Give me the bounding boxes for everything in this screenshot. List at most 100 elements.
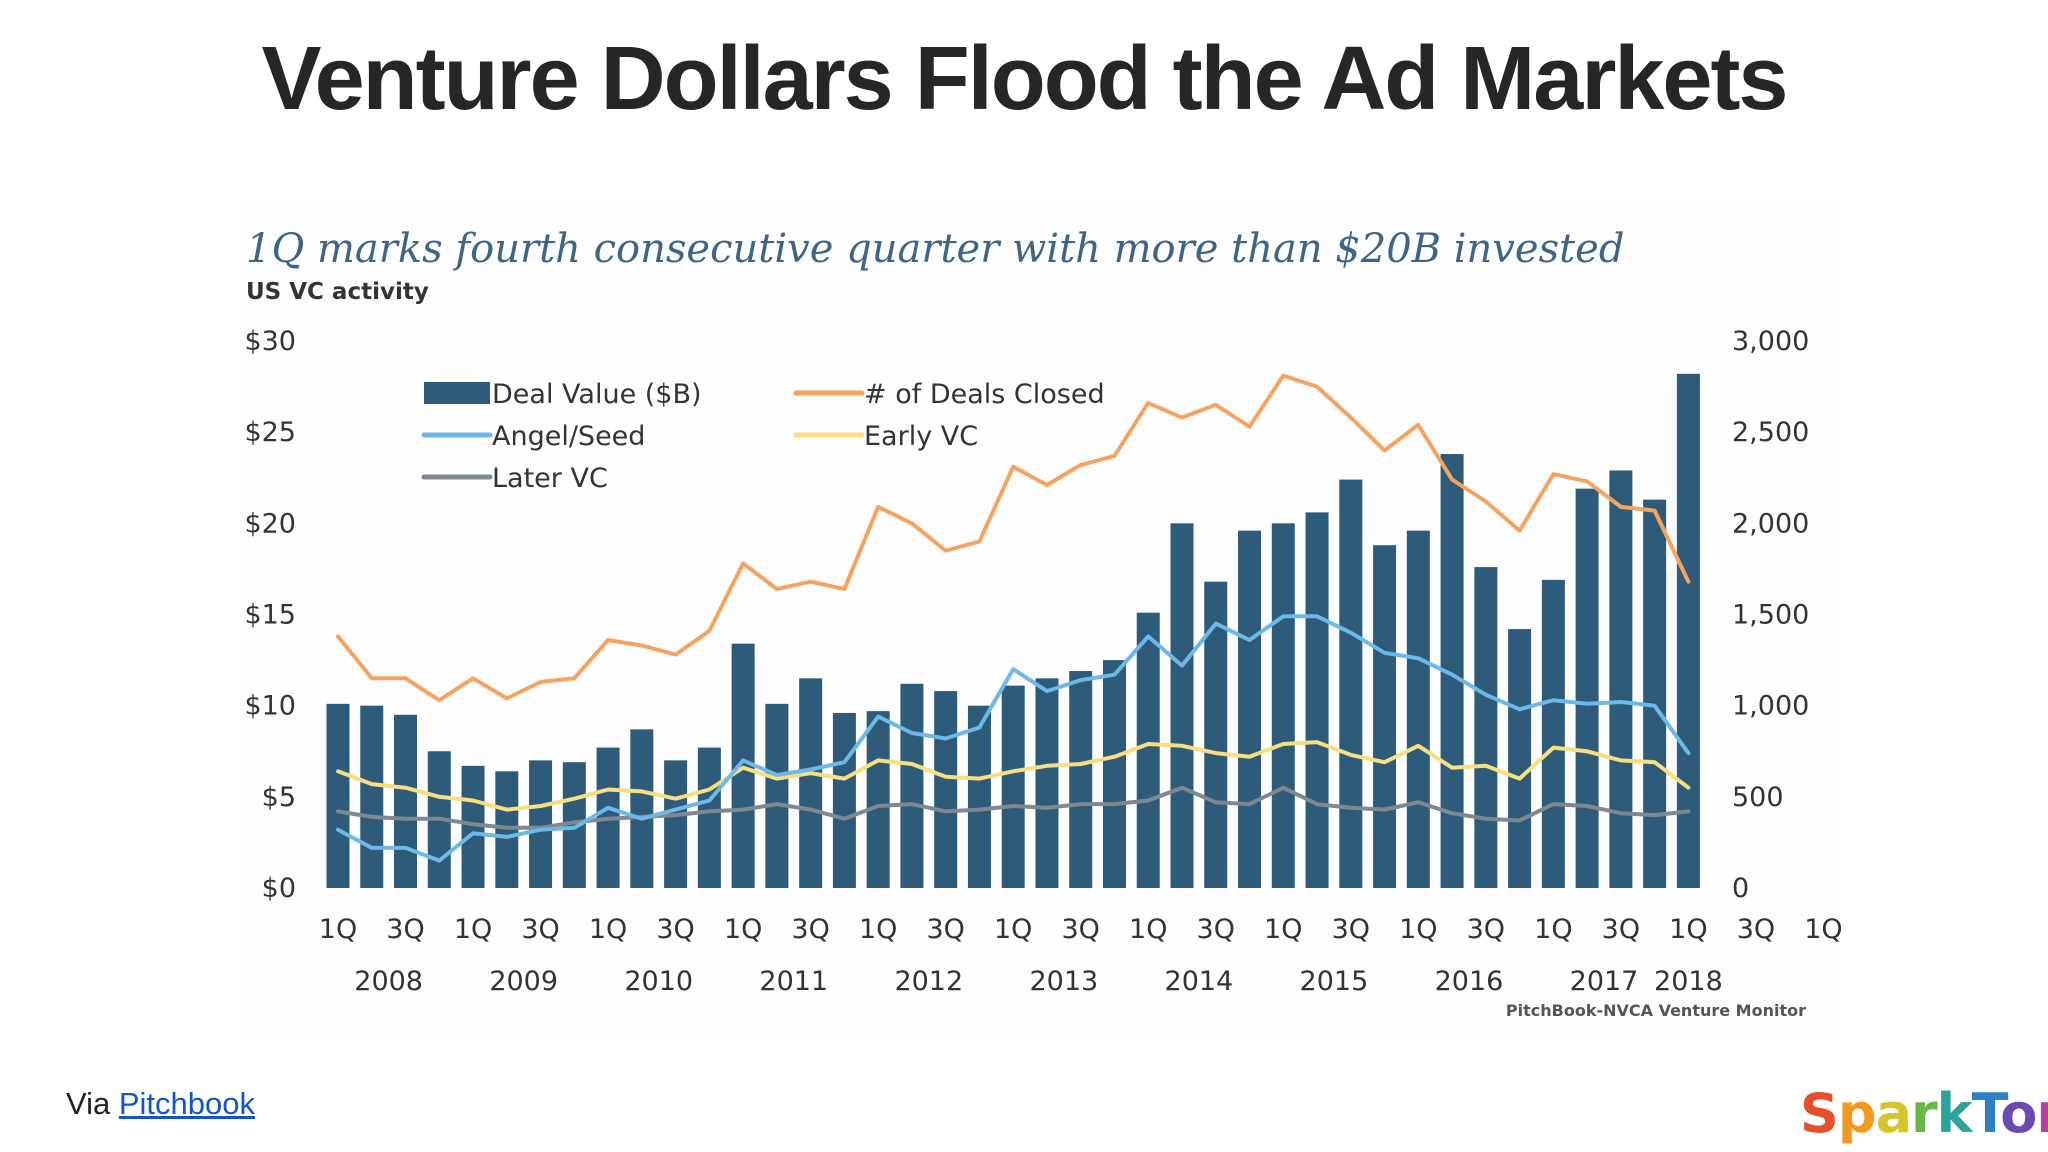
right-tick-label: 2,500 — [1732, 417, 1809, 448]
quarter-tick-label: 1Q — [994, 914, 1032, 945]
legend-label-angel-seed: Angel/Seed — [492, 421, 645, 452]
brand-letter: o — [2000, 1082, 2037, 1145]
quarter-tick-label: 1Q — [1669, 914, 1707, 945]
left-tick-label: $20 — [244, 508, 296, 539]
right-tick-label: 0 — [1732, 873, 1749, 904]
deal-value-bar — [1001, 685, 1025, 888]
quarter-axis-ticks: 1Q 3Q 1Q 3Q 1Q 3Q 1Q 3Q 1Q 3Q 1Q 3Q 1Q 3Q 1Q 3Q 1Q 3Q 1Q 3Q… — [319, 914, 1843, 945]
deal-value-bar — [1136, 612, 1160, 888]
series-lines — [336, 373, 1691, 863]
right-axis-ticks: 0 500 1,000 1,500 2,000 2,500 3,000 — [1732, 326, 1809, 904]
quarter-tick-label: 3Q — [1602, 914, 1640, 945]
legend-swatch-deal-value-b — [424, 382, 490, 404]
year-tick-label: 2018 — [1654, 966, 1723, 997]
deal-value-bar — [1339, 479, 1363, 888]
legend-label-early-vc: Early VC — [864, 421, 978, 452]
of-deals-closed-line — [336, 373, 1691, 703]
deal-value-bar — [1474, 567, 1498, 888]
deal-value-bar — [866, 711, 890, 888]
deal-value-bar — [832, 712, 856, 888]
deal-value-bar — [1575, 488, 1599, 888]
deal-value-bar — [630, 729, 654, 888]
legend-label-deal-value-b: Deal Value ($B) — [492, 379, 702, 410]
deal-value-bar — [529, 760, 553, 888]
year-tick-label: 2009 — [489, 966, 558, 997]
angel-seed-line — [336, 614, 1691, 863]
year-tick-label: 2016 — [1435, 966, 1504, 997]
year-tick-label: 2008 — [354, 966, 423, 997]
brand-letter: r — [2036, 1082, 2048, 1145]
quarter-tick-label: 1Q — [724, 914, 762, 945]
deal-value-bar — [1676, 373, 1700, 888]
deal-value-bar — [1238, 530, 1262, 888]
quarter-tick-label: 1Q — [589, 914, 627, 945]
brand-letter: r — [1911, 1082, 1938, 1145]
quarter-tick-label: 1Q — [1804, 914, 1842, 945]
left-tick-label: $15 — [244, 600, 296, 631]
deal-value-bar — [1609, 470, 1633, 888]
deal-value-bar — [1069, 671, 1093, 888]
deal-value-bar — [934, 691, 958, 888]
quarter-tick-label: 1Q — [319, 914, 357, 945]
deal-value-bar — [1406, 530, 1430, 888]
brand-letter: S — [1800, 1082, 1839, 1145]
quarter-tick-label: 1Q — [1129, 914, 1167, 945]
quarter-tick-label: 3Q — [926, 914, 964, 945]
pitchbook-link[interactable]: Pitchbook — [118, 1086, 255, 1121]
chart-legend: Deal Value ($B) # of Deals Closed Angel/Se… — [421, 379, 1105, 494]
deal-value-bar — [967, 705, 991, 888]
deal-value-bar — [1204, 581, 1228, 888]
left-tick-label: $30 — [244, 326, 296, 357]
quarter-tick-label: 3Q — [1467, 914, 1505, 945]
deal-value-bar — [1440, 454, 1464, 888]
deal-value-bar — [1035, 678, 1059, 888]
left-tick-label: $10 — [244, 691, 296, 722]
right-tick-label: 1,000 — [1732, 691, 1809, 722]
quarter-tick-label: 3Q — [1332, 914, 1370, 945]
deal-value-bar — [360, 705, 384, 888]
deal-value-bar — [1643, 499, 1667, 888]
brand-letter: T — [1971, 1082, 2002, 1145]
deal-value-bar — [461, 765, 485, 888]
deal-value-bar — [1508, 629, 1532, 888]
brand-letter: p — [1837, 1082, 1877, 1145]
deal-value-bar — [799, 678, 823, 888]
chart-title: 1Q marks fourth consecutive quarter with… — [246, 226, 1624, 272]
year-tick-label: 2012 — [894, 966, 963, 997]
early-vc-line — [336, 740, 1691, 812]
slide-title: Venture Dollars Flood the Ad Markets — [261, 29, 1789, 129]
deal-value-bar — [900, 683, 924, 888]
quarter-tick-label: 1Q — [1399, 914, 1437, 945]
quarter-tick-label: 1Q — [1264, 914, 1302, 945]
deal-value-bar — [1271, 523, 1295, 888]
brand-letter: a — [1875, 1082, 1912, 1145]
left-axis-ticks: $0 $5 $10 $15 $20 $25 $30 — [244, 326, 296, 904]
quarter-tick-label: 3Q — [1737, 914, 1775, 945]
chart-subtitle: US VC activity — [246, 279, 429, 305]
legend-label-later-vc: Later VC — [492, 463, 608, 494]
deal-value-bar — [1305, 512, 1329, 888]
quarter-tick-label: 1Q — [859, 914, 897, 945]
year-axis-ticks: 2008 2009 2010 2011 2012 2013 2014 2015 2016 2017… — [354, 966, 1722, 997]
deal-value-bar — [394, 714, 418, 888]
quarter-tick-label: 3Q — [1197, 914, 1235, 945]
right-tick-label: 1,500 — [1732, 600, 1809, 631]
later-vc-line — [336, 785, 1691, 830]
quarter-tick-label: 3Q — [1062, 914, 1100, 945]
legend-label-of-deals-closed: # of Deals Closed — [864, 379, 1105, 410]
deal-value-bar — [664, 760, 688, 888]
right-tick-label: 3,000 — [1732, 326, 1809, 357]
chart-panel — [240, 200, 1840, 1040]
sparktoro-logo: SparkToro — [1800, 1082, 2048, 1145]
deal-value-bar — [1541, 579, 1565, 888]
chart-source: PitchBook-NVCA Venture Monitor — [1506, 1001, 1806, 1020]
deal-value-bar — [1170, 523, 1194, 888]
deal-value-bar — [1102, 660, 1126, 888]
year-tick-label: 2013 — [1029, 966, 1098, 997]
quarter-tick-label: 3Q — [386, 914, 424, 945]
right-tick-label: 2,000 — [1732, 508, 1809, 539]
deal-value-bar — [765, 703, 789, 888]
year-tick-label: 2011 — [759, 966, 828, 997]
deal-value-bar — [562, 762, 586, 888]
